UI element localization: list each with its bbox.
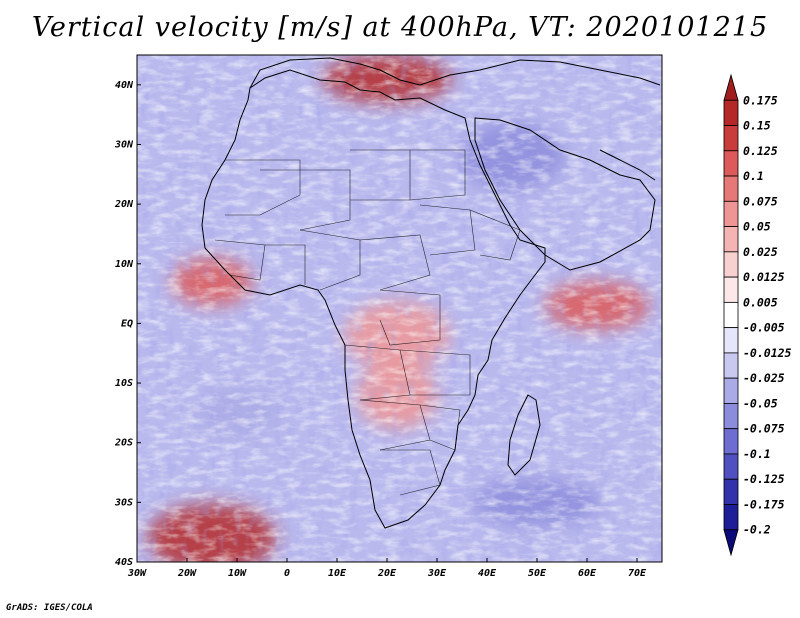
colorbar-label: -0.075 xyxy=(743,422,785,436)
y-tick-label: 10N xyxy=(115,259,134,270)
colorbar-label: 0.075 xyxy=(743,194,778,208)
colorbar-label: 0.175 xyxy=(743,93,778,107)
colorbar-swatch xyxy=(723,301,739,329)
y-tick-label: EQ xyxy=(121,318,133,329)
persian-gulf-coastline xyxy=(599,149,656,181)
x-tick-label: 20E xyxy=(377,568,397,579)
arabia-coastline xyxy=(474,117,656,271)
colorbar-label: -0.005 xyxy=(743,321,785,335)
colorbar-swatch xyxy=(723,251,739,278)
colorbar-label: 0.025 xyxy=(743,245,778,259)
x-tick-label: 30W xyxy=(127,568,147,579)
colorbar-swatch xyxy=(723,99,739,126)
colorbar: 0.175 0.15 0.125 0.1 0.075 0.05 0.025 0.0125 0.0… xyxy=(723,73,792,557)
x-tick-label: 10W xyxy=(228,568,247,579)
y-tick-label: 20S xyxy=(114,438,133,449)
x-tick-label: 60E xyxy=(578,568,597,579)
colorbar-swatch xyxy=(723,352,739,379)
colorbar-label: 0.0125 xyxy=(743,270,785,284)
y-tick-label: 30N xyxy=(114,139,134,150)
x-tick-label: 50E xyxy=(528,568,547,579)
x-tick-label: 40E xyxy=(478,568,497,579)
colorbar-label: -0.025 xyxy=(743,371,785,385)
colorbar-label: -0.125 xyxy=(743,472,785,486)
x-tick-label: 0 xyxy=(284,568,290,579)
y-tick-label: 40N xyxy=(115,80,134,91)
chart-title: Vertical velocity [m/s] at 400hPa, VT: 2… xyxy=(31,12,769,43)
x-tick-label: 10E xyxy=(328,568,347,579)
colorbar-label: -0.05 xyxy=(743,396,778,410)
colorbar-label: 0.15 xyxy=(743,119,771,133)
y-tick-label: 30S xyxy=(114,497,133,508)
borders xyxy=(214,149,521,496)
colorbar-swatch xyxy=(723,478,739,505)
colorbar-label: 0.125 xyxy=(743,144,778,158)
y-axis: 40N 30N 20N 10N EQ 10S 20S 30S 40S xyxy=(114,80,141,568)
colorbar-label: 0.05 xyxy=(743,220,771,234)
colorbar-swatch xyxy=(723,226,739,253)
colorbar-bottom-arrow xyxy=(723,529,739,557)
colorbar-swatch xyxy=(723,453,739,480)
colorbar-label: 0.005 xyxy=(743,295,778,309)
x-tick-label: 20W xyxy=(177,568,197,579)
colorbar-swatch xyxy=(723,150,739,177)
plot-frame xyxy=(136,54,663,563)
colorbar-swatch xyxy=(723,276,739,303)
colorbar-label: -0.175 xyxy=(743,497,785,511)
colorbar-label: -0.2 xyxy=(743,523,771,537)
colorbar-swatch xyxy=(723,175,739,202)
colorbar-swatch xyxy=(723,428,739,455)
y-tick-label: 20N xyxy=(114,199,134,210)
colorbar-label: -0.0125 xyxy=(743,346,792,360)
madagascar-coastline xyxy=(507,394,541,476)
colorbar-swatch xyxy=(723,327,739,354)
colorbar-label: 0.1 xyxy=(743,169,764,183)
x-tick-label: 30E xyxy=(427,568,447,579)
y-tick-label: 40S xyxy=(115,557,133,568)
colorbar-top-arrow xyxy=(723,73,739,101)
colorbar-swatch xyxy=(723,125,739,152)
texture-light xyxy=(137,55,662,562)
map-field xyxy=(137,55,662,562)
colorbar-swatch xyxy=(723,377,739,404)
europe-coastline xyxy=(249,57,661,89)
x-tick-label: 70E xyxy=(628,568,647,579)
grads-credit: GrADS: IGES/COLA xyxy=(6,603,93,613)
y-tick-label: 10S xyxy=(115,378,133,389)
colorbar-label: -0.1 xyxy=(743,447,771,461)
colorbar-swatch xyxy=(723,200,739,227)
x-axis: 30W 20W 10W 0 10E 20E 30E 40E 50E 60E 70E xyxy=(127,558,647,579)
colorbar-swatch xyxy=(723,403,739,430)
colorbar-swatch xyxy=(723,504,739,531)
